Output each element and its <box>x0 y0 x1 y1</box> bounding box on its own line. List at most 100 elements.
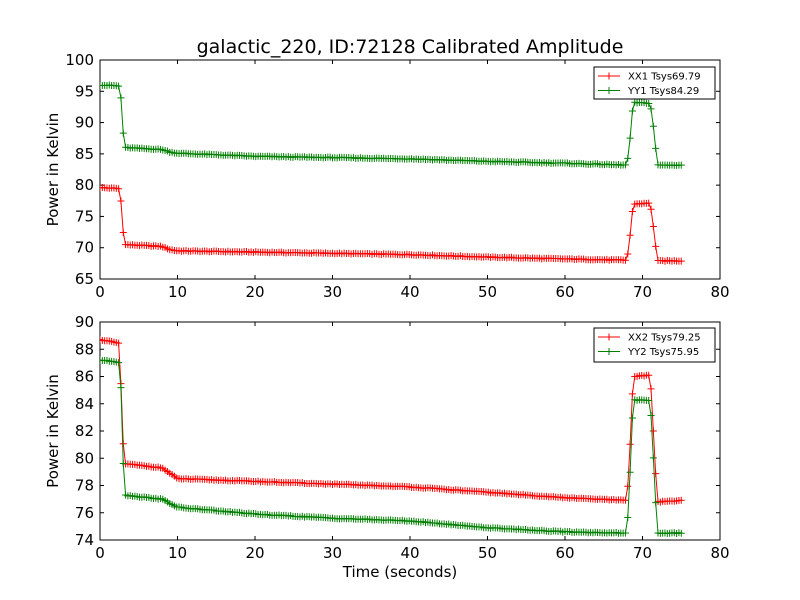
x-tick-label: 50 <box>478 283 497 301</box>
legend-swatch-marker <box>605 72 613 80</box>
legend: XX2 Tsys79.25 YY2 Tsys75.95 <box>593 327 716 363</box>
legend-box <box>593 66 716 100</box>
y-tick-label: 80 <box>75 449 94 467</box>
data-point-marker <box>624 250 632 258</box>
y-tick-label: 100 <box>65 51 94 69</box>
x-tick-label: 0 <box>95 544 105 562</box>
y-tick-label: 95 <box>75 82 94 100</box>
x-tick-label: 40 <box>400 283 419 301</box>
x-tick-label: 20 <box>245 283 264 301</box>
data-point-marker <box>652 144 660 152</box>
y-tick-label: 85 <box>75 145 94 163</box>
x-tick-label: 70 <box>633 283 652 301</box>
data-point-marker <box>652 470 660 478</box>
y-tick-label: 82 <box>75 422 94 440</box>
data-point-marker <box>621 496 629 504</box>
y-tick-label: 70 <box>75 239 94 257</box>
data-point-marker <box>115 359 123 367</box>
data-point-marker <box>119 460 127 468</box>
y-tick-label: 90 <box>75 313 94 331</box>
data-point-marker <box>626 134 634 142</box>
x-tick-label: 50 <box>478 544 497 562</box>
x-tick-label: 30 <box>323 544 342 562</box>
data-point-marker <box>117 94 125 102</box>
data-point-marker <box>115 82 123 90</box>
y-tick-label: 86 <box>75 368 94 386</box>
series-2 <box>100 81 685 169</box>
y-axis-label: Power in Kelvin <box>44 374 62 488</box>
y-tick-label: 90 <box>75 114 94 132</box>
data-point-marker <box>621 161 629 169</box>
legend-label: XX1 Tsys69.79 <box>628 72 701 83</box>
series-1 <box>100 335 685 506</box>
data-point-marker <box>647 411 655 419</box>
data-point-marker <box>628 107 636 115</box>
x-axis-label: Time (seconds) <box>342 563 458 581</box>
data-point-marker <box>117 197 125 205</box>
top-panel: 0 10 20 30 40 50 60 70 80 65 70 75 80 85 90 95 100 Power … <box>44 51 730 301</box>
x-tick-label: 10 <box>168 544 187 562</box>
data-point-marker <box>677 529 685 537</box>
x-tick-label: 80 <box>710 283 729 301</box>
legend-box <box>593 327 716 363</box>
data-point-marker <box>677 257 685 265</box>
data-point-marker <box>115 185 123 193</box>
data-point-marker <box>647 105 655 113</box>
data-point-marker <box>645 99 653 107</box>
data-point-marker <box>645 199 653 207</box>
legend-swatch-marker <box>605 333 613 341</box>
chart-title: galactic_220, ID:72128 Calibrated Amplit… <box>197 36 624 58</box>
x-tick-label: 60 <box>555 544 574 562</box>
data-point-marker <box>119 440 127 448</box>
data-point-marker <box>115 339 123 347</box>
x-tick-label: 40 <box>400 544 419 562</box>
data-point-marker <box>652 499 660 507</box>
data-point-marker <box>677 161 685 169</box>
data-point-marker <box>117 384 125 392</box>
data-point-marker <box>645 397 653 405</box>
data-point-marker <box>628 208 636 216</box>
data-point-marker <box>624 482 632 490</box>
y-tick-label: 80 <box>75 176 94 194</box>
y-tick-label: 75 <box>75 207 94 225</box>
legend-swatch-marker <box>605 87 613 94</box>
data-point-marker <box>677 496 685 504</box>
x-tick-label: 0 <box>95 283 105 301</box>
data-point-marker <box>621 256 629 264</box>
series-1 <box>100 184 685 265</box>
y-tick-label: 76 <box>75 504 94 522</box>
data-point-marker <box>626 440 634 448</box>
bottom-panel: 0 10 20 30 40 50 60 70 80 74 76 78 80 82 84 86 88 90 Power… <box>44 313 730 581</box>
y-axis-label: Power in Kelvin <box>44 113 62 227</box>
data-point-marker <box>628 414 636 422</box>
data-point-marker <box>652 242 660 250</box>
data-point-marker <box>647 205 655 213</box>
data-point-marker <box>649 454 657 462</box>
y-tick-label: 88 <box>75 340 94 358</box>
y-tick-label: 65 <box>75 270 94 288</box>
x-tick-label: 20 <box>245 544 264 562</box>
series-2 <box>100 356 685 538</box>
data-point-marker <box>626 468 634 476</box>
data-point-marker <box>626 231 634 239</box>
data-point-marker <box>645 371 653 379</box>
legend-label: XX2 Tsys79.25 <box>628 333 701 344</box>
data-point-marker <box>621 529 629 537</box>
data-point-marker <box>119 129 127 137</box>
legend-label: YY2 Tsys75.95 <box>627 347 699 358</box>
y-tick-label: 74 <box>75 531 94 549</box>
x-tick-label: 70 <box>633 544 652 562</box>
y-tick-label: 78 <box>75 477 94 495</box>
data-point-marker <box>649 122 657 130</box>
data-point-marker <box>647 385 655 393</box>
x-tick-label: 80 <box>710 544 729 562</box>
legend: XX1 Tsys69.79 YY1 Tsys84.29 <box>593 66 716 100</box>
data-point-marker <box>649 427 657 435</box>
x-tick-label: 60 <box>555 283 574 301</box>
data-point-marker <box>624 514 632 522</box>
data-point-marker <box>628 390 636 398</box>
y-tick-label: 84 <box>75 395 94 413</box>
x-tick-label: 30 <box>323 283 342 301</box>
